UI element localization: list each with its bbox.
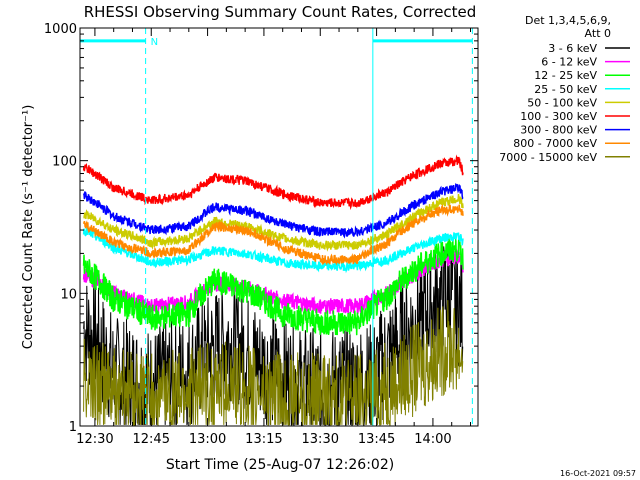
- x-tick-label: 13:00: [189, 432, 226, 447]
- legend-label-12-25-kev: 12 - 25 keV: [534, 69, 597, 82]
- legend-label-25-50-kev: 25 - 50 keV: [534, 83, 597, 96]
- x-tick-label: 13:30: [302, 432, 339, 447]
- legend-label-6-12-kev: 6 - 12 keV: [541, 56, 597, 69]
- y-axis-label: Corrected Count Rate (s⁻¹ detector⁻¹): [21, 105, 36, 350]
- y-tick-label: 1000: [44, 22, 77, 37]
- legend-label-3-6-kev: 3 - 6 keV: [548, 42, 597, 55]
- x-tick-label: 13:15: [245, 432, 282, 447]
- series-line-7000-15000-kev: [83, 300, 464, 426]
- series-line-12-25-kev: [82, 235, 464, 336]
- legend-label-50-100-kev: 50 - 100 keV: [527, 96, 597, 109]
- chart-title: RHESSI Observing Summary Count Rates, Co…: [84, 3, 477, 21]
- series-line-50-100-kev: [83, 194, 464, 252]
- legend-label-7000-15000-kev: 7000 - 15000 keV: [499, 151, 597, 164]
- y-tick-label: 100: [52, 155, 77, 170]
- series-layer: [82, 154, 464, 426]
- x-tick-label: 12:30: [76, 432, 113, 447]
- y-axis: 1 10 100 1000: [44, 22, 478, 435]
- series-line-25-50-kev: [82, 227, 464, 274]
- series-line-800-7000-kev: [82, 204, 464, 266]
- legend-title-line: Att 0: [585, 27, 611, 40]
- series-line-300-800-kev: [82, 182, 464, 239]
- footer-timestamp: 16-Oct-2021 09:57: [560, 469, 636, 478]
- x-axis-label: Start Time (25-Aug-07 12:26:02): [166, 457, 394, 473]
- x-axis: 12:30 12:45 13:00 13:15 13:30 13:45 14:00: [76, 28, 471, 447]
- x-tick-label: 13:45: [358, 432, 395, 447]
- legend-label-800-7000-kev: 800 - 7000 keV: [513, 137, 597, 150]
- legend-title-line: Det 1,3,4,5,6,9,: [525, 14, 611, 27]
- plot-frame: [79, 27, 479, 427]
- legend-label-100-300-kev: 100 - 300 keV: [520, 110, 597, 123]
- x-tick-label: 14:00: [414, 432, 451, 447]
- x-tick-label: 12:45: [133, 432, 170, 447]
- series-line-3-6-kev: [83, 244, 464, 426]
- legend-label-300-800-kev: 300 - 800 keV: [520, 124, 597, 137]
- y-tick-label: 1: [69, 420, 77, 435]
- marker-label: N: [151, 37, 158, 48]
- y-tick-label: 10: [60, 287, 77, 302]
- series-line-100-300-kev: [82, 154, 464, 211]
